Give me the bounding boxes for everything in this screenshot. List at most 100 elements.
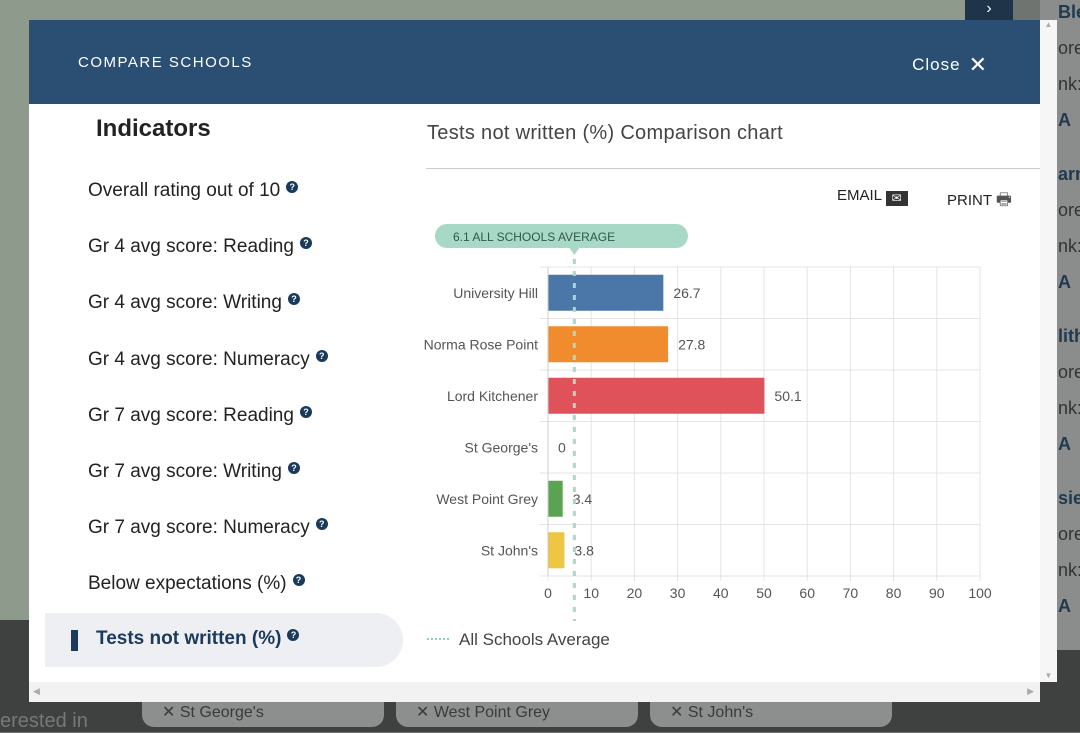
- envelope-icon: ✉: [885, 191, 908, 206]
- value-label: 26.7: [673, 285, 700, 301]
- background-list-text: arn: [1058, 164, 1080, 184]
- background-list-text: ore: [1058, 38, 1080, 58]
- category-label: Norma Rose Point: [424, 336, 538, 352]
- help-icon[interactable]: ?: [299, 237, 312, 250]
- close-label: Close: [912, 55, 961, 74]
- indicator-item[interactable]: Gr 7 avg score: Numeracy?: [88, 517, 328, 539]
- background-list-text: Bless: [1058, 2, 1080, 22]
- bar: [548, 274, 664, 311]
- chip-label: West Point Grey: [433, 704, 551, 721]
- indicator-item[interactable]: Below expectations (%)?: [88, 573, 305, 595]
- bar: [548, 326, 669, 363]
- indicators-heading: Indicators: [96, 115, 211, 142]
- background-list-text: nk:: [1058, 236, 1080, 256]
- background-list-text: nk:: [1058, 74, 1080, 94]
- x-tick-label: 30: [670, 585, 686, 601]
- indicator-item[interactable]: Gr 4 avg score: Numeracy?: [88, 349, 328, 371]
- category-label: St George's: [465, 439, 539, 455]
- horizontal-scrollbar[interactable]: ◀ ▶: [29, 682, 1040, 702]
- help-icon[interactable]: ?: [287, 462, 300, 474]
- bar: [548, 532, 565, 569]
- x-tick-label: 20: [627, 585, 643, 601]
- indicator-item[interactable]: Gr 7 avg score: Reading?: [88, 405, 312, 427]
- category-label: Lord Kitchener: [447, 388, 538, 404]
- x-tick-label: 80: [886, 585, 902, 601]
- background-list-text: A: [1058, 272, 1071, 292]
- close-button[interactable]: Close ✕: [912, 52, 988, 78]
- background-list-text: A: [1058, 596, 1071, 616]
- next-arrow-button[interactable]: ›: [965, 0, 1013, 22]
- chart-legend: All Schools Average: [427, 630, 610, 650]
- x-tick-label: 70: [843, 585, 859, 601]
- background-text: erested in: [0, 710, 88, 732]
- x-tick-label: 100: [968, 585, 992, 601]
- help-icon[interactable]: ?: [299, 405, 312, 418]
- help-icon[interactable]: ?: [286, 181, 299, 193]
- background-list-text: lith: [1058, 326, 1080, 346]
- selected-school-chip[interactable]: ✕ West Point Grey: [396, 697, 638, 727]
- average-callout-pointer: [569, 248, 580, 255]
- help-icon[interactable]: ?: [287, 629, 300, 641]
- indicator-label: Gr 7 avg score: Writing: [88, 461, 282, 482]
- bar: [548, 377, 765, 414]
- divider: [426, 168, 1040, 169]
- indicator-label: Below expectations (%): [88, 573, 287, 595]
- average-callout: [435, 224, 688, 248]
- close-icon: ✕: [968, 52, 988, 77]
- average-line-swatch: [427, 638, 449, 640]
- indicator-label: Overall rating out of 10: [88, 180, 281, 201]
- indicator-item[interactable]: Gr 7 avg score: Writing?: [88, 461, 300, 483]
- background-list-text: ore: [1058, 200, 1080, 220]
- selected-school-chip[interactable]: ✕ St John's: [650, 697, 892, 727]
- compare-schools-modal: COMPARE SCHOOLS Close ✕ Indicators Overal…: [29, 20, 1040, 702]
- help-icon[interactable]: ?: [315, 518, 328, 531]
- email-button[interactable]: EMAIL ✉: [837, 187, 908, 206]
- print-label: PRINT: [947, 192, 992, 209]
- value-label: 3.4: [573, 491, 593, 507]
- background-list-text: ore: [1058, 362, 1080, 382]
- background-list-text: ore: [1058, 524, 1080, 544]
- selected-school-chip[interactable]: ✕ St George's: [142, 697, 384, 727]
- indicator-item[interactable]: Gr 4 avg score: Reading?: [88, 236, 312, 258]
- chip-label: St George's: [179, 704, 264, 721]
- background-list-text: A: [1058, 434, 1071, 454]
- indicator-item[interactable]: Overall rating out of 10?: [88, 180, 299, 202]
- category-label: West Point Grey: [436, 491, 538, 507]
- indicator-label: Gr 4 avg score: Reading: [88, 236, 294, 258]
- background-list-text: nk:: [1058, 398, 1080, 418]
- vertical-scrollbar[interactable]: ▲ ▼: [1040, 20, 1057, 682]
- bar: [548, 480, 563, 517]
- indicator-label: Gr 4 avg score: Writing: [88, 292, 282, 314]
- help-icon[interactable]: ?: [287, 293, 300, 306]
- indicator-label: Gr 4 avg score: Numeracy: [88, 348, 310, 370]
- background-list-text: nk:: [1058, 560, 1080, 580]
- average-callout-label: 6.1 ALL SCHOOLS AVERAGE: [453, 230, 615, 244]
- x-tick-label: 90: [929, 585, 945, 601]
- legend-label: All Schools Average: [459, 630, 610, 649]
- background-list-text: sie: [1058, 488, 1080, 508]
- value-label: 27.8: [678, 336, 705, 352]
- chart-title: Tests not written (%) Comparison chart: [427, 122, 783, 144]
- help-icon[interactable]: ?: [292, 574, 305, 587]
- x-tick-label: 50: [756, 585, 772, 601]
- x-tick-label: 0: [544, 585, 552, 601]
- print-button[interactable]: PRINT 🖶: [947, 187, 1012, 216]
- indicator-label: Gr 7 avg score: Reading: [88, 404, 294, 426]
- printer-icon: 🖶: [995, 190, 1012, 209]
- value-label: 3.8: [574, 542, 594, 558]
- x-tick-label: 10: [583, 585, 599, 601]
- value-label: 50.1: [774, 388, 801, 404]
- email-label: EMAIL: [837, 187, 882, 204]
- chip-label: St John's: [687, 704, 754, 721]
- active-marker: [71, 630, 78, 651]
- category-label: St John's: [481, 542, 538, 558]
- x-tick-label: 40: [713, 585, 729, 601]
- category-label: University Hill: [453, 285, 538, 301]
- x-tick-label: 60: [799, 585, 815, 601]
- modal-title: COMPARE SCHOOLS: [78, 54, 253, 71]
- value-label: 0: [558, 439, 566, 455]
- indicator-label: Tests not written (%): [96, 628, 282, 649]
- indicator-item[interactable]: Gr 4 avg score: Writing?: [88, 292, 300, 314]
- help-icon[interactable]: ?: [315, 349, 328, 362]
- indicator-item[interactable]: Tests not written (%)?: [45, 613, 403, 667]
